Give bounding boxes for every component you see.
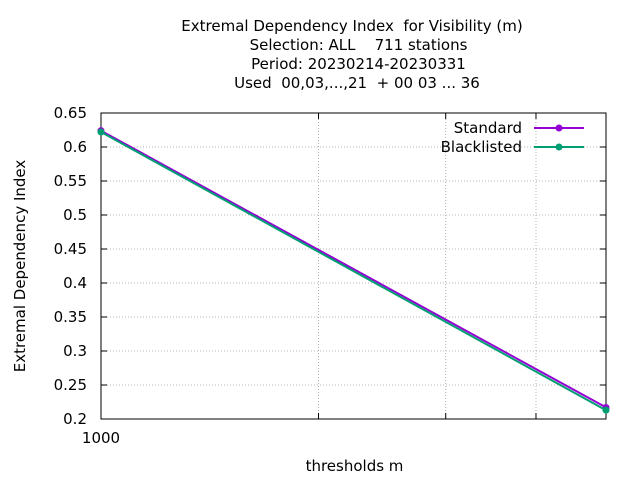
data-point-1 [602,406,610,414]
title-line-4: Used 00,03,...,21 + 00 03 ... 36 [234,74,480,92]
y-tick-label: 0.45 [54,240,87,258]
y-tick-label: 0.6 [63,138,87,156]
y-tick-label: 0.55 [54,172,87,190]
y-tick-label: 0.5 [63,206,87,224]
y-tick-label: 0.35 [54,308,87,326]
chart-title: Extremal Dependency Index for Visibility… [0,0,640,100]
title-line-3: Period: 20230214-20230331 [251,55,466,73]
y-tick-label: 0.2 [63,410,87,428]
series-line-0 [100,129,607,409]
y-tick-label: 0.3 [63,342,87,360]
y-tick-label: 0.4 [63,274,87,292]
series-line-1 [100,131,607,412]
x-axis-label: thresholds m [306,457,404,475]
y-tick-label: 0.65 [54,104,87,122]
grid-lines [101,113,607,419]
y-axis-label: Extremal Dependency Index [11,160,29,373]
y-tick-label: 0.25 [54,376,87,394]
x-tick-label: 1000 [82,429,120,447]
legend-marker [555,124,563,132]
legend-label: Blacklisted [441,138,522,156]
title-line-1: Extremal Dependency Index for Visibility… [181,17,523,35]
legend-label: Standard [454,119,522,137]
data-point-1 [97,128,105,136]
plot-frame [100,112,607,420]
legend-marker [555,143,563,151]
title-line-2: Selection: ALL 711 stations [249,36,468,54]
series-layer [97,127,610,414]
y-axis-ticks: 0.2 0.25 0.3 0.35 0.4 0.45 0.5 0.55 0.6 0.65 [54,104,606,428]
